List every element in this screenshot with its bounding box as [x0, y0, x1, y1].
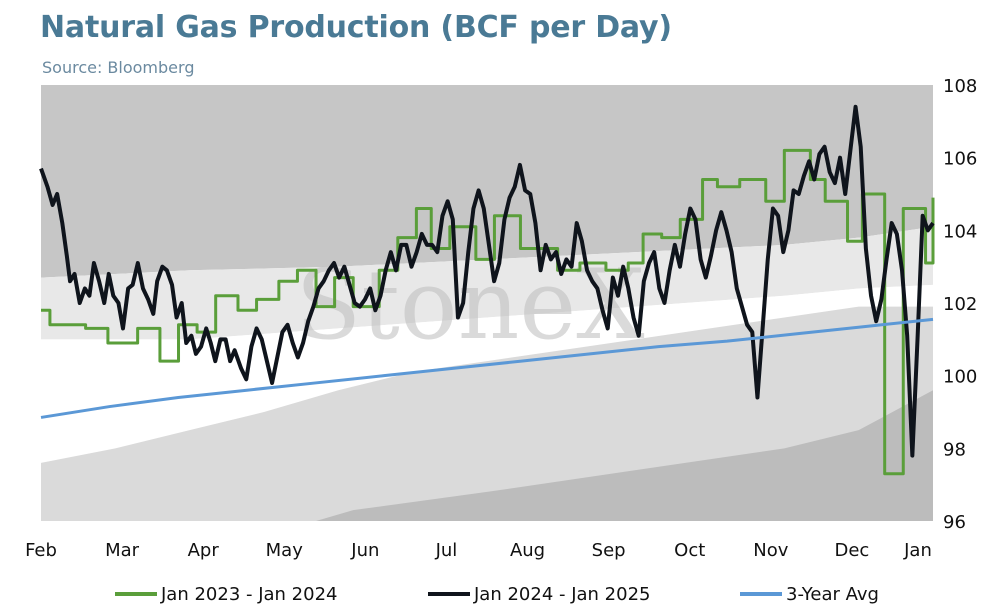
series-lines — [39, 104, 935, 476]
x-tick-label: Aug — [510, 540, 545, 561]
x-tick-label: Jul — [435, 540, 458, 561]
axes: 96 98 100 102 104 106 108 Feb Mar Apr May Jun Jul Aug… — [25, 76, 977, 561]
x-tick-label: Jun — [350, 540, 379, 561]
x-tick-label: May — [266, 540, 304, 561]
legend-label: 3-Year Avg — [786, 584, 879, 605]
watermark: StoneX — [295, 249, 644, 361]
band-0 — [41, 85, 933, 278]
y-tick-label: 98 — [943, 439, 966, 460]
legend-label: Jan 2023 - Jan 2024 — [160, 584, 338, 605]
x-tick-label: Apr — [188, 540, 220, 561]
y-tick-label: 104 — [943, 221, 977, 242]
range-bands — [41, 85, 933, 521]
x-tick-label: Mar — [105, 540, 140, 561]
series-line-2 — [40, 317, 934, 419]
chart-title: Natural Gas Production (BCF per Day) — [40, 10, 672, 45]
legend: Jan 2023 - Jan 2024 Jan 2024 - Jan 2025 3-… — [115, 584, 879, 605]
band-4 — [41, 390, 933, 521]
legend-label: Jan 2024 - Jan 2025 — [473, 584, 651, 605]
x-tick-label: Jan — [903, 540, 932, 561]
x-tick-label: Feb — [25, 540, 57, 561]
x-tick-label: Nov — [753, 540, 788, 561]
y-tick-label: 96 — [943, 512, 966, 533]
series-line-1 — [39, 104, 935, 458]
x-tick-label: Sep — [592, 540, 626, 561]
x-tick-label: Dec — [834, 540, 869, 561]
chart-source: Source: Bloomberg — [42, 58, 195, 77]
y-tick-label: 108 — [943, 76, 977, 97]
y-tick-label: 106 — [943, 149, 977, 170]
y-tick-label: 100 — [943, 367, 977, 388]
y-tick-label: 102 — [943, 294, 977, 315]
x-tick-label: Oct — [674, 540, 705, 561]
band-2 — [41, 284, 933, 463]
